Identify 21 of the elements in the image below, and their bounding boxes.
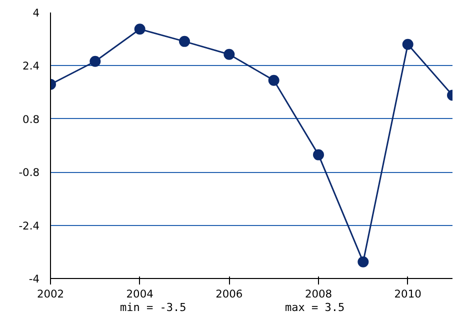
point <box>313 149 324 160</box>
x-tick-label: 2010 <box>394 288 422 300</box>
text: max = 3.5 <box>285 300 345 316</box>
y-tick-label: 2.4 <box>22 60 40 73</box>
point <box>358 256 369 268</box>
x-tick-label: 2006 <box>216 288 243 300</box>
y-tick-label: -4 <box>28 272 40 286</box>
point <box>90 56 101 67</box>
y-tick-label: 4 <box>32 6 40 20</box>
y-tick-label: 0.8 <box>22 112 40 126</box>
y-tick-label: -0.8 <box>18 166 40 180</box>
x-tick-label: 2004 <box>126 288 154 300</box>
point <box>402 38 414 50</box>
point <box>179 36 190 47</box>
y-tick-label: -2.4 <box>18 219 40 232</box>
x-tick-label: 2002 <box>36 288 64 300</box>
point <box>134 24 146 35</box>
text: min = -3.5 <box>120 300 186 316</box>
point <box>268 74 280 86</box>
point <box>224 48 235 60</box>
x-tick-label: 2008 <box>304 288 332 300</box>
